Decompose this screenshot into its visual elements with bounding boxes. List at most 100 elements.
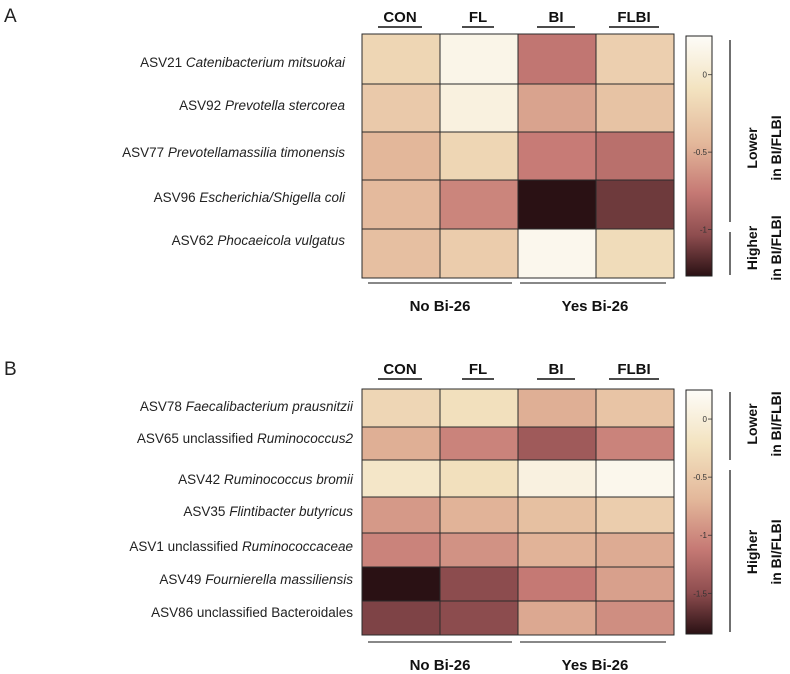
bracket-label-lower-a: Lower	[744, 127, 760, 169]
heatmap-cell-r2-con	[361, 131, 441, 181]
heatmap-cell-r4-fl	[439, 228, 519, 279]
column-label-fl: FL	[469, 361, 487, 378]
heatmap-cell-r3-bi	[517, 179, 597, 230]
heatmap-cell-r4-con	[361, 228, 441, 279]
svg-text:ASV1 unclassified Ruminococcac: ASV1 unclassified Ruminococcaceae	[129, 539, 353, 554]
heatmap-cell-r6-fl	[439, 600, 519, 636]
bracket-line1: Lower	[744, 403, 760, 445]
row-label-asv21: ASV21 Catenibacterium mitsuokai	[140, 55, 346, 70]
color-scale-ticks-a: 0 -0.5 -1	[693, 71, 712, 235]
heatmap-cell-r0-con	[361, 33, 441, 85]
svg-text:ASV92 Prevotella stercorea: ASV92 Prevotella stercorea	[179, 98, 345, 113]
row-taxon: Phocaeicola vulgatus	[217, 233, 345, 248]
heatmap-cell-r1-fl	[439, 426, 519, 461]
row-label-asv65: ASV65 unclassified Ruminococcus2	[137, 431, 354, 446]
bracket-label-higher-b-2: in BI/FLBI	[768, 519, 784, 584]
color-scale-ticks-b: 0 -0.5 -1 -1.5	[693, 415, 712, 598]
row-label-asv92: ASV92 Prevotella stercorea	[179, 98, 345, 113]
bracket-label-lower-b: Lower	[744, 403, 760, 445]
heatmap-cell-r1-con	[361, 426, 441, 461]
row-label-asv42: ASV42 Ruminococcus bromii	[178, 472, 354, 487]
column-label-con: CON	[383, 361, 416, 378]
scale-tick-label: -0.5	[693, 148, 707, 157]
bracket-line1: Higher	[744, 225, 760, 270]
row-prefix: ASV1 unclassified	[129, 539, 238, 554]
heatmap-cell-r1-con	[361, 83, 441, 133]
row-prefix: ASV96	[154, 190, 196, 205]
heatmap-cell-r0-flbi	[595, 388, 675, 428]
row-prefix: ASV21	[140, 55, 182, 70]
heatmap-cell-r2-con	[361, 459, 441, 498]
heatmap-cell-r5-fl	[439, 566, 519, 602]
bracket-line2: in BI/FLBI	[768, 115, 784, 180]
heatmap-cell-r5-bi	[517, 566, 597, 602]
svg-text:ASV49 Fournierella massiliensi: ASV49 Fournierella massiliensis	[159, 572, 353, 587]
group-label-no-bi26: No Bi-26	[410, 298, 471, 315]
row-taxon: Prevotellamassilia timonensis	[168, 145, 345, 160]
column-label-bi: BI	[549, 361, 564, 378]
row-prefix: ASV86 unclassified Bacteroidales	[151, 605, 353, 620]
heatmap-cell-r4-con	[361, 532, 441, 568]
heatmap-cell-r3-fl	[439, 496, 519, 534]
row-label-asv86: ASV86 unclassified Bacteroidales	[151, 605, 353, 620]
heatmap-cell-r3-fl	[439, 179, 519, 230]
heatmap-cell-r4-flbi	[595, 228, 675, 279]
bracket-label-higher-a: Higher	[744, 225, 760, 270]
row-prefix: ASV65 unclassified	[137, 431, 253, 446]
scale-tick-label: 0	[703, 71, 708, 80]
heatmap-cell-r0-fl	[439, 33, 519, 85]
row-taxon: Ruminococcus bromii	[224, 472, 354, 487]
heatmap-cells-a	[361, 33, 675, 279]
row-prefix: ASV35	[183, 504, 225, 519]
row-taxon: Prevotella stercorea	[225, 98, 346, 113]
heatmap-cell-r3-flbi	[595, 496, 675, 534]
svg-text:ASV77 Prevotellamassilia timon: ASV77 Prevotellamassilia timonensis	[122, 145, 345, 160]
panel-a: A CON FL BI FLBI ASV21 Catenibacterium m…	[4, 6, 784, 315]
heatmap-cell-r1-flbi	[595, 83, 675, 133]
row-taxon: Escherichia/Shigella coli	[199, 190, 346, 205]
bracket-label-lower-b-2: in BI/FLBI	[768, 391, 784, 456]
color-scale-bar-a	[685, 35, 713, 277]
heatmap-cell-r6-bi	[517, 600, 597, 636]
heatmap-cell-r5-flbi	[595, 566, 675, 602]
heatmap-cell-r1-fl	[439, 83, 519, 133]
column-label-con: CON	[383, 9, 416, 26]
heatmap-cell-r2-flbi	[595, 131, 675, 181]
column-label-bi: BI	[549, 9, 564, 26]
row-prefix: ASV49	[159, 572, 201, 587]
heatmap-cells-b	[361, 388, 675, 636]
row-prefix: ASV92	[179, 98, 221, 113]
bracket-line2: in BI/FLBI	[768, 215, 784, 280]
row-prefix: ASV77	[122, 145, 164, 160]
heatmap-cell-r2-fl	[439, 131, 519, 181]
row-label-asv49: ASV49 Fournierella massiliensis	[159, 572, 353, 587]
group-label-no-bi26: No Bi-26	[410, 657, 471, 674]
heatmap-cell-r5-con	[361, 566, 441, 602]
svg-text:ASV21 Catenibacterium mitsuoka: ASV21 Catenibacterium mitsuokai	[140, 55, 346, 70]
row-taxon: Ruminococcaceae	[242, 539, 353, 554]
panel-letter-a: A	[4, 6, 17, 27]
row-taxon: Fournierella massiliensis	[205, 572, 353, 587]
heatmap-cell-r2-flbi	[595, 459, 675, 498]
scale-tick-label: -0.5	[693, 473, 707, 482]
group-label-yes-bi26: Yes Bi-26	[562, 298, 629, 315]
svg-text:ASV96 Escherichia/Shigella col: ASV96 Escherichia/Shigella coli	[154, 190, 346, 205]
group-label-yes-bi26: Yes Bi-26	[562, 657, 629, 674]
svg-text:ASV42 Ruminococcus bromii: ASV42 Ruminococcus bromii	[178, 472, 354, 487]
color-scale-bar-b	[685, 389, 713, 635]
heatmap-cell-r6-flbi	[595, 600, 675, 636]
heatmap-cell-r4-bi	[517, 228, 597, 279]
heatmap-cell-r1-bi	[517, 83, 597, 133]
heatmap-cell-r2-bi	[517, 131, 597, 181]
heatmap-cell-r0-bi	[517, 33, 597, 85]
scale-tick-label: -1.5	[693, 589, 707, 598]
heatmap-cell-r0-bi	[517, 388, 597, 428]
heatmap-cell-r4-flbi	[595, 532, 675, 568]
row-label-asv77: ASV77 Prevotellamassilia timonensis	[122, 145, 345, 160]
row-label-asv1: ASV1 unclassified Ruminococcaceae	[129, 539, 353, 554]
heatmap-cell-r3-bi	[517, 496, 597, 534]
bracket-line1: Lower	[744, 127, 760, 169]
scale-tick-label: 0	[703, 415, 708, 424]
heatmap-cell-r3-con	[361, 179, 441, 230]
